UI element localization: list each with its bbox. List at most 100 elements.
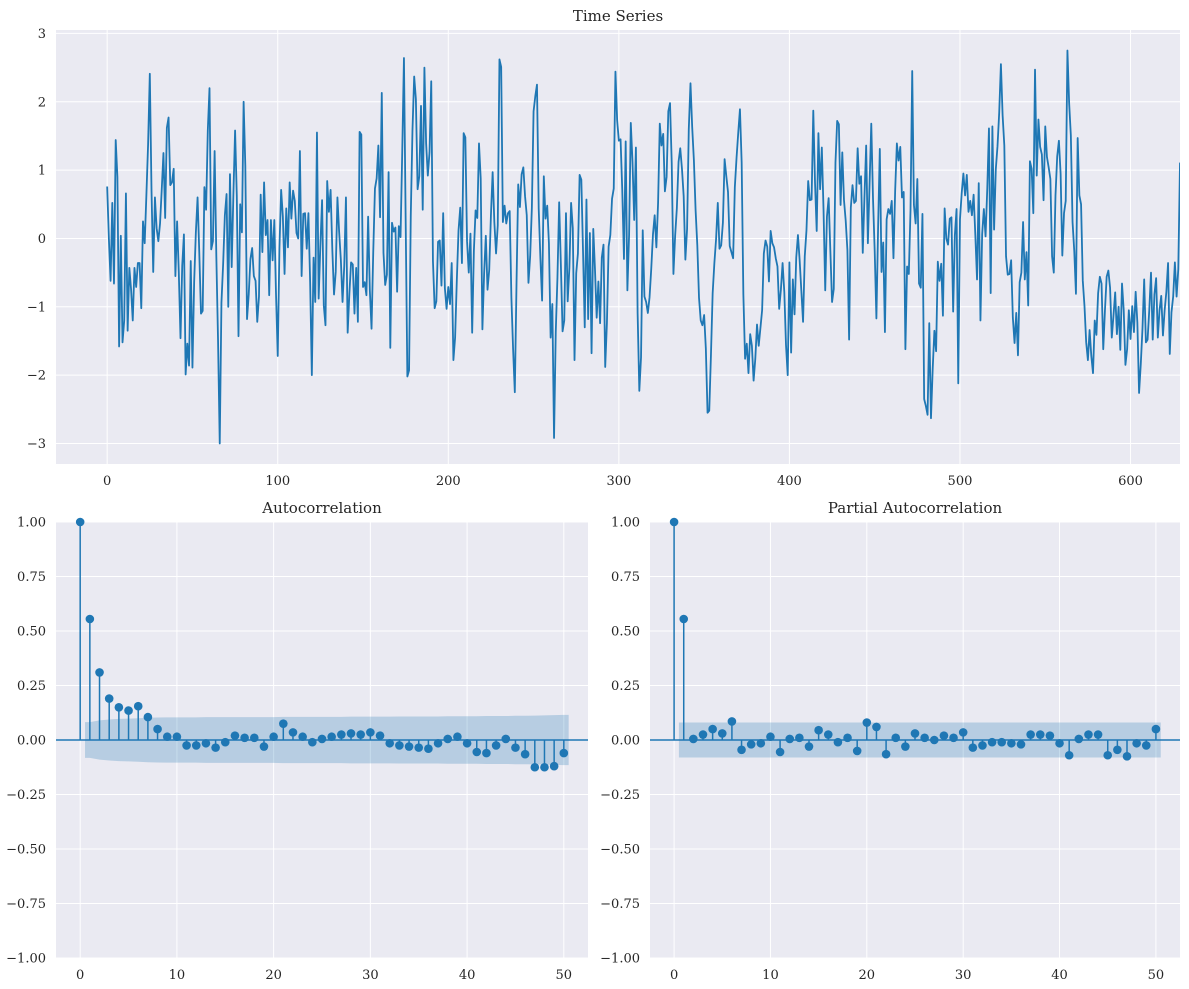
y-tick-label: 1.00 [17, 516, 46, 531]
marker-lag-10 [766, 732, 775, 742]
marker-lag-0 [669, 517, 679, 527]
marker-lag-20 [862, 718, 872, 727]
time-series-title: Time Series [573, 7, 663, 25]
marker-lag-22 [288, 728, 298, 737]
marker-lag-36 [1016, 740, 1026, 749]
marker-lag-32 [978, 741, 987, 750]
x-tick-label: 20 [265, 968, 282, 983]
acf-panel: 0 10 20 30 40 50 −1.00 −0.75 −0.50 −0.25 0.00 0.25 0… [6, 499, 588, 983]
marker-lag-35 [1007, 738, 1016, 748]
marker-lag-48 [1132, 738, 1141, 748]
marker-lag-23 [298, 732, 307, 742]
marker-lag-47 [1122, 752, 1132, 761]
x-tick-label: 10 [762, 968, 779, 983]
marker-lag-34 [997, 737, 1007, 747]
x-tick-label: 50 [556, 968, 573, 983]
y-tick-label: 0.75 [17, 570, 46, 585]
marker-lag-30 [958, 728, 968, 737]
x-tick-label: 600 [1118, 474, 1143, 489]
marker-lag-44 [1093, 730, 1103, 739]
marker-lag-4 [708, 724, 717, 734]
marker-lag-7 [737, 745, 746, 755]
marker-lag-8 [746, 740, 756, 749]
marker-lag-12 [785, 734, 795, 744]
marker-lag-38 [1035, 730, 1045, 739]
marker-lag-37 [1026, 730, 1035, 739]
marker-lag-0 [75, 517, 85, 527]
marker-lag-50 [1151, 724, 1161, 734]
time-series-panel: 0 100 200 300 400 500 600 −3 −2 −1 0 1 2 3 Time Series [27, 7, 1180, 489]
marker-lag-31 [375, 731, 385, 740]
marker-lag-45 [1103, 750, 1113, 760]
marker-lag-2 [95, 668, 104, 677]
y-tick-label: −0.75 [6, 897, 46, 912]
y-tick-label: 3 [38, 27, 46, 42]
marker-lag-24 [901, 742, 910, 751]
marker-lag-27 [929, 735, 939, 745]
time-series-grid [56, 30, 1180, 464]
marker-lag-15 [814, 725, 823, 735]
marker-lag-25 [317, 734, 327, 744]
marker-lag-27 [337, 730, 346, 739]
marker-lag-42 [482, 748, 491, 758]
marker-lag-26 [327, 732, 336, 742]
marker-lag-39 [1045, 731, 1055, 740]
marker-lag-11 [775, 747, 785, 757]
marker-lag-42 [1074, 734, 1084, 744]
y-tick-label: −0.50 [600, 843, 640, 858]
marker-lag-39 [453, 732, 462, 742]
marker-lag-10 [172, 732, 182, 742]
y-tick-label: 0.50 [611, 625, 640, 640]
y-tick-label: −2 [27, 369, 46, 384]
acf-title: Autocorrelation [261, 499, 382, 517]
marker-lag-28 [346, 729, 356, 738]
y-tick-label: −0.25 [600, 788, 640, 803]
x-tick-label: 50 [1148, 968, 1165, 983]
y-tick-label: 2 [38, 95, 46, 110]
marker-lag-41 [472, 747, 482, 757]
y-tick-label: −0.25 [6, 788, 46, 803]
marker-lag-19 [852, 746, 862, 756]
marker-lag-46 [1113, 745, 1122, 755]
marker-lag-23 [891, 733, 901, 743]
marker-lag-15 [220, 737, 230, 747]
y-tick-label: 0.00 [611, 734, 640, 749]
y-tick-label: 1 [38, 164, 46, 179]
x-tick-label: 40 [1051, 968, 1068, 983]
x-tick-label: 300 [606, 474, 631, 489]
marker-lag-2 [689, 734, 698, 744]
marker-lag-46 [520, 749, 530, 759]
marker-lag-47 [530, 762, 540, 772]
marker-lag-31 [968, 743, 978, 752]
x-tick-label: 20 [859, 968, 876, 983]
marker-lag-1 [85, 614, 95, 624]
marker-lag-28 [939, 731, 949, 740]
marker-lag-12 [191, 741, 201, 750]
marker-lag-3 [104, 694, 114, 703]
marker-lag-33 [395, 741, 404, 750]
marker-lag-32 [385, 738, 395, 748]
marker-lag-40 [462, 738, 472, 748]
x-tick-label: 30 [362, 968, 379, 983]
y-tick-label: 0.00 [17, 734, 46, 749]
marker-lag-14 [211, 743, 220, 752]
marker-lag-16 [230, 731, 240, 740]
marker-lag-20 [269, 732, 278, 742]
marker-lag-49 [1141, 741, 1151, 750]
marker-lag-5 [717, 729, 727, 738]
marker-lag-8 [153, 724, 162, 734]
pacf-panel: 0 10 20 30 40 50 −1.00 −0.75 −0.50 −0.25 0.00 0.25 0… [600, 499, 1180, 983]
marker-lag-4 [114, 703, 124, 712]
series-line-0 [106, 49, 1180, 445]
y-tick-label: 0.50 [17, 625, 46, 640]
marker-lag-18 [843, 733, 852, 743]
x-tick-label: 100 [265, 474, 290, 489]
marker-lag-16 [823, 730, 833, 739]
x-tick-label: 10 [169, 968, 186, 983]
marker-lag-24 [308, 737, 317, 747]
marker-lag-37 [433, 738, 443, 748]
marker-lag-25 [910, 729, 920, 738]
x-tick-label: 40 [459, 968, 476, 983]
marker-lag-49 [549, 761, 559, 771]
y-tick-label: −1.00 [600, 952, 640, 967]
